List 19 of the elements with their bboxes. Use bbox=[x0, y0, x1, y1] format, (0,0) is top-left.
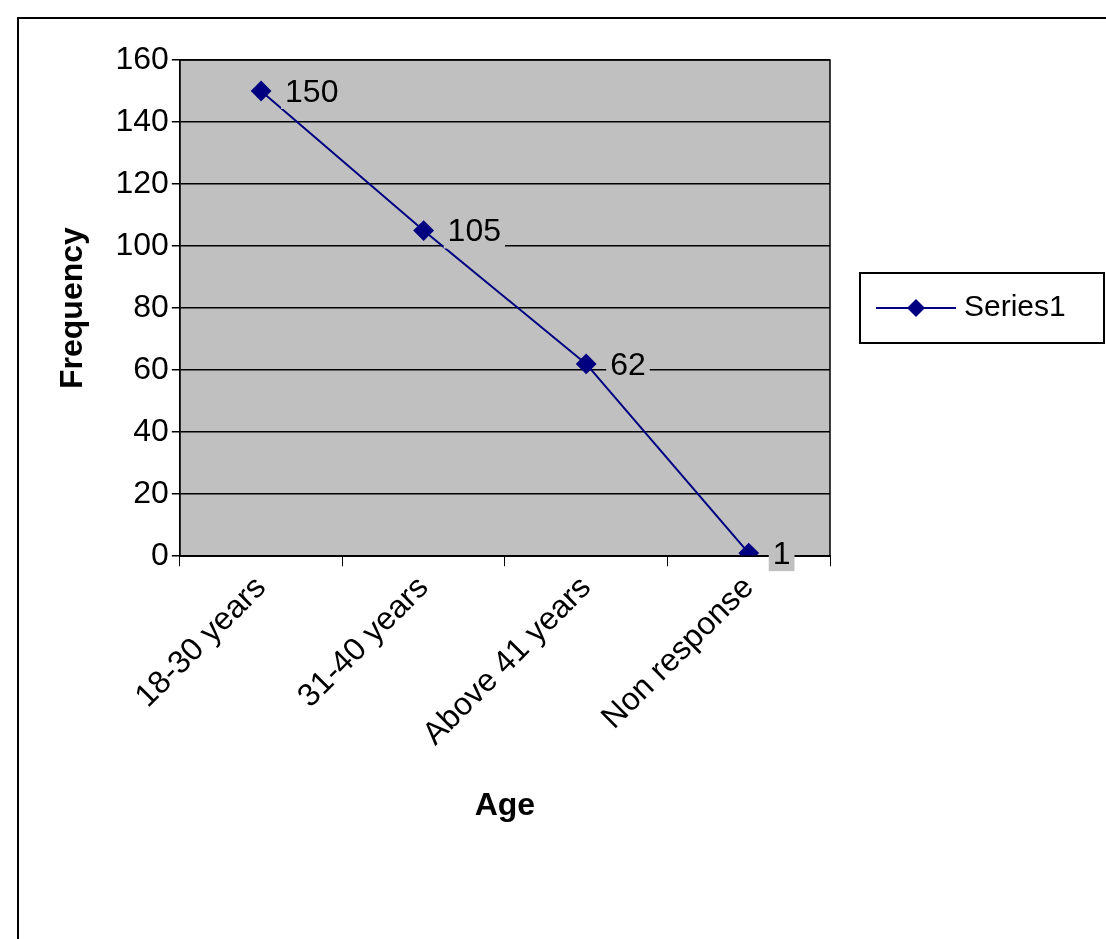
y-tick-label: 60 bbox=[133, 349, 169, 386]
y-tick-label: 0 bbox=[150, 536, 169, 573]
data-label: 150 bbox=[285, 72, 339, 109]
data-label: 1 bbox=[772, 534, 791, 571]
y-tick-label: 140 bbox=[115, 101, 169, 138]
y-tick-label: 20 bbox=[133, 474, 169, 511]
data-label: 105 bbox=[447, 212, 502, 249]
point bbox=[251, 81, 272, 102]
y-tick-label: 40 bbox=[133, 411, 169, 448]
y-tick-label: 100 bbox=[115, 225, 169, 262]
y-axis-title: Frequency bbox=[53, 226, 90, 390]
y-tick-label: 160 bbox=[115, 39, 169, 76]
point bbox=[413, 220, 434, 241]
data-label: 62 bbox=[610, 345, 646, 382]
legend-label: Series1 bbox=[964, 289, 1066, 323]
point bbox=[576, 353, 597, 374]
x-axis-title: Age bbox=[474, 785, 536, 822]
y-tick-label: 80 bbox=[133, 287, 169, 324]
y-tick-label: 120 bbox=[115, 163, 169, 200]
